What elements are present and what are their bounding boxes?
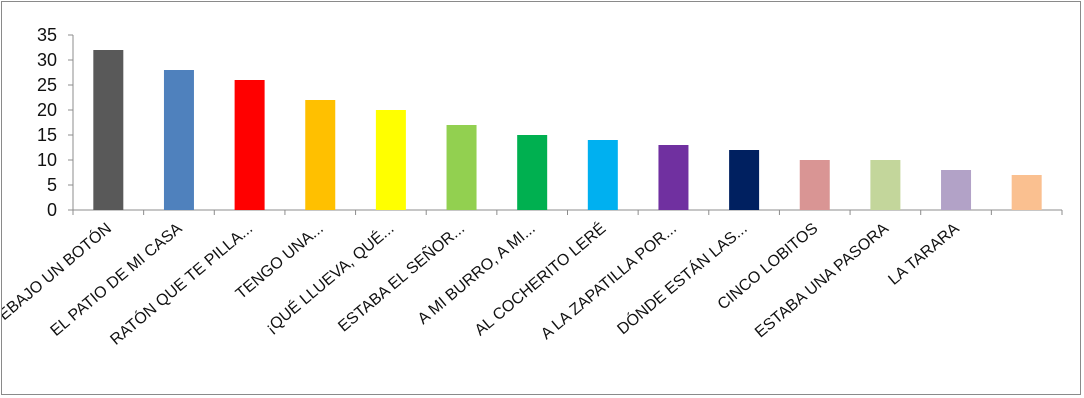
x-category-label: ¡QUÉ LLUEVA, QUÉ... [262, 219, 398, 337]
x-category-label: AL COCHERITO LERÉ [470, 219, 609, 340]
bar [658, 145, 689, 210]
bar [446, 125, 477, 210]
bar [799, 160, 830, 210]
y-tick-label: 15 [37, 125, 57, 145]
x-category-label: ESTABA EL SEÑOR... [333, 218, 468, 336]
y-tick-label: 10 [37, 150, 57, 170]
x-category-label: DÓNDE ESTÁN LAS... [613, 219, 751, 339]
y-tick-label: 35 [37, 25, 57, 45]
bar [941, 170, 972, 210]
y-tick-label: 30 [37, 50, 57, 70]
bars [93, 50, 1042, 210]
y-tick-label: 0 [47, 200, 57, 220]
bar [305, 100, 336, 210]
bar [1011, 175, 1042, 210]
bar [870, 160, 901, 210]
x-category-label: A MI BURRO, A MI... [415, 220, 539, 328]
x-category-label: EL PATIO DE MI CASA [47, 220, 185, 340]
bar [234, 80, 265, 210]
y-tick-labels: 0 5 10 15 20 25 30 35 [37, 25, 57, 220]
y-tick-label: 5 [47, 175, 57, 195]
axes [68, 34, 1063, 215]
bar [587, 140, 618, 210]
x-category-label: DEBAJO UN BOTÓN [2, 219, 115, 332]
bar [729, 150, 760, 210]
bar [163, 70, 194, 210]
y-tick-label: 20 [37, 100, 57, 120]
x-category-label: LA TARARA [885, 220, 962, 289]
y-tick-label: 25 [37, 75, 57, 95]
x-category-label: RATÓN QUE TE PILLA... [106, 219, 256, 349]
bar [93, 50, 124, 210]
x-category-label: ESTABA UNA PASORA [752, 220, 892, 341]
bar [375, 110, 406, 210]
bar [517, 135, 548, 210]
x-category-label: A LA ZAPATILLA POR... [538, 220, 680, 343]
